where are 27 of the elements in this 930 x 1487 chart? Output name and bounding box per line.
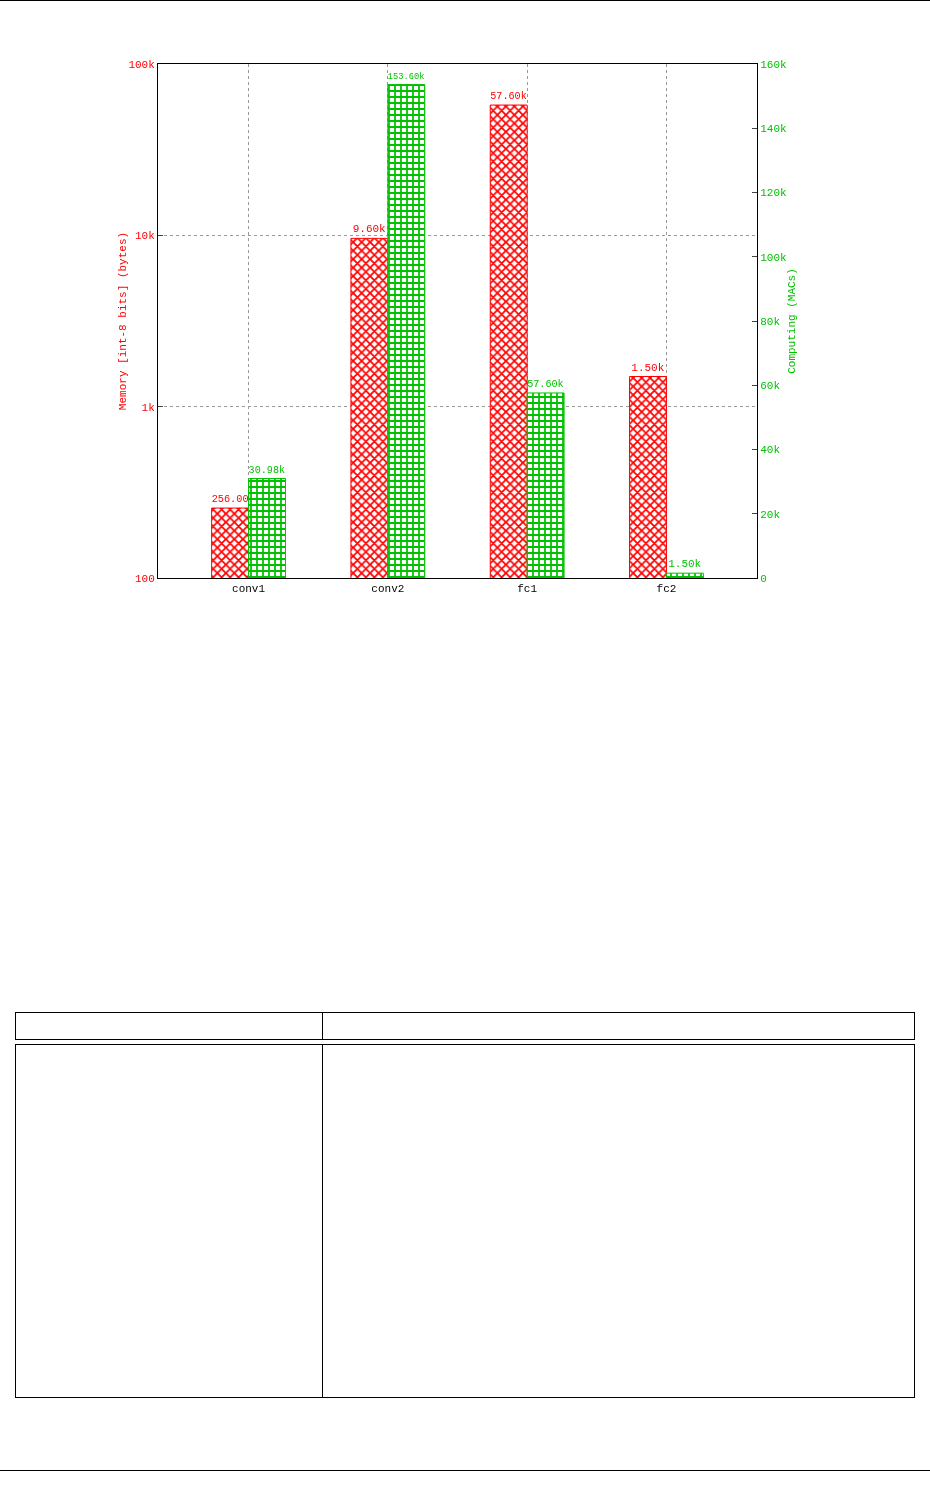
y2-tick-label: 120k (760, 187, 787, 200)
data-label: 1.50k (668, 558, 702, 571)
y2-tick-label: 0 (760, 572, 767, 585)
data-label: 57.60k (490, 91, 527, 103)
y-tick-label: 100 (134, 572, 155, 585)
y-axis-title: Memory [int-8 bits] (bytes) (117, 231, 129, 411)
data-label: 153.60k (387, 72, 425, 83)
data-label: 9.60k (352, 223, 387, 236)
data-label: 1.50k (631, 361, 665, 374)
data-label: 256.00 (211, 493, 249, 506)
y2-tick-label: 160k (760, 58, 787, 71)
data-label: 57.60k (527, 379, 564, 391)
x-tick-label: fc1 (517, 583, 538, 596)
y2-tick-label: 140k (760, 123, 787, 136)
x-tick-label: conv1 (232, 583, 266, 596)
x-tick-label: conv2 (371, 583, 405, 596)
data-label: 30.98k (248, 464, 286, 476)
y-tick-label: 1k (141, 401, 156, 414)
y2-tick-label: 80k (760, 315, 781, 328)
y2-tick-label: 60k (760, 380, 781, 393)
y2-tick-label: 40k (760, 444, 781, 457)
y-tick-label: 100k (128, 58, 156, 71)
y2-axis-title: Computing (MACs) (785, 268, 798, 374)
x-tick-label: fc2 (656, 583, 677, 596)
y2-tick-label: 20k (760, 508, 781, 521)
y-tick-label: 10k (134, 230, 156, 243)
y2-tick-label: 100k (760, 251, 787, 264)
